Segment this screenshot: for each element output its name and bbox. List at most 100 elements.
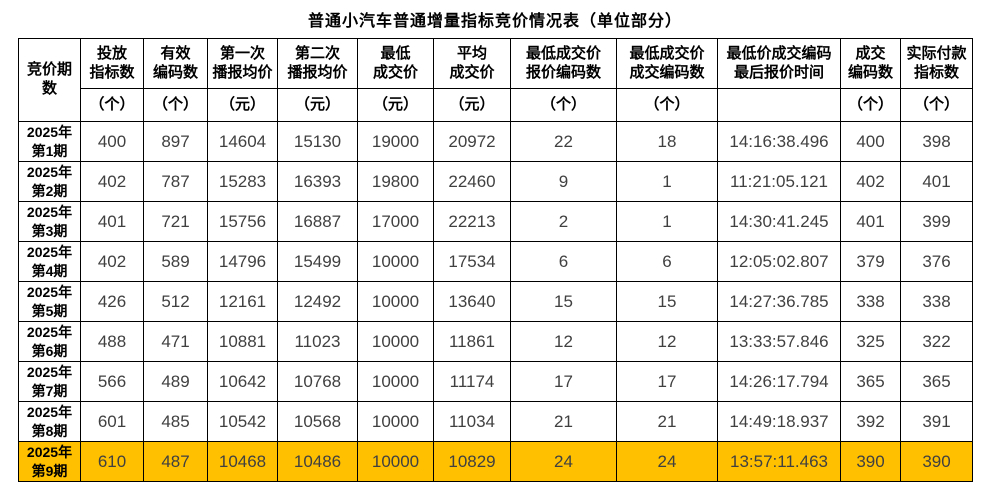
data-cell: 22213 [433,201,511,242]
period-header: 2025年 第8期 [18,401,81,442]
unit-cell: （元） [357,88,434,122]
data-cell: 12 [510,321,617,362]
data-cell: 400 [840,121,901,162]
data-cell: 14604 [207,121,278,162]
data-cell: 402 [80,161,144,202]
page-title: 普通小汽车普通增量指标竞价情况表（单位部分） [307,13,682,30]
data-cell: 12 [616,321,718,362]
data-cell: 338 [900,281,973,322]
header-row-names: 竞价期 数 投放 指标数 有效 编码数 第一次 播报均价 第二次 播报均价 最低… [18,38,973,122]
unit-cell-empty [717,88,841,122]
data-cell: 10000 [357,361,434,402]
column-header-issued-quota: 投放 指标数 [80,38,144,89]
data-cell: 10768 [277,361,358,402]
data-cell: 566 [80,361,144,402]
data-cell: 6 [510,241,617,282]
data-cell: 17534 [433,241,511,282]
data-cell: 17000 [357,201,434,242]
data-cell: 10881 [207,321,278,362]
period-header: 2025年 第6期 [18,321,81,362]
data-cell: 1 [616,201,718,242]
data-cell: 488 [80,321,144,362]
column-header-first-broadcast-avg: 第一次 播报均价 [207,38,278,89]
data-cell: 589 [143,241,208,282]
unit-cell: （个） [840,88,901,122]
period-header: 2025年 第7期 [18,361,81,402]
data-cell: 22 [510,121,617,162]
header-row-units: （个） （个） （元） （元） （元） （元） （个） （个） （个） （个） [19,88,973,122]
data-cell: 897 [143,121,208,162]
data-cell: 401 [840,201,901,242]
column-header-paid-quota: 实际付款 指标数 [900,38,973,89]
unit-cell: （个） [616,88,718,122]
data-cell: 18 [616,121,718,162]
period-header: 2025年 第2期 [18,161,81,202]
period-header: 2025年 第1期 [18,121,81,162]
table-row: 2025年 第3期 401 721 15756 16887 17000 2221… [18,201,973,242]
data-cell: 16393 [277,161,358,202]
data-cell: 11034 [433,401,511,442]
data-cell: 392 [840,401,901,442]
data-cell: 6 [616,241,718,282]
data-cell-time: 14:49:18.937 [717,401,841,442]
data-cell: 401 [900,161,973,202]
data-cell-time: 13:57:11.463 [717,441,841,482]
data-cell: 721 [143,201,208,242]
data-cell: 489 [143,361,208,402]
data-cell: 10829 [433,441,511,482]
data-cell: 21 [510,401,617,442]
column-header-lowest-deal-codes: 最低成交价 成交编码数 [616,38,718,89]
data-cell: 12492 [277,281,358,322]
data-cell: 400 [80,121,144,162]
data-cell-time: 14:27:36.785 [717,281,841,322]
table-row: 2025年 第1期 400 897 14604 15130 19000 2097… [18,121,973,162]
data-cell: 402 [840,161,901,202]
data-cell: 2 [510,201,617,242]
data-cell: 10000 [357,241,434,282]
data-cell: 402 [80,241,144,282]
data-cell: 485 [143,401,208,442]
data-cell: 15756 [207,201,278,242]
column-header-second-broadcast-avg: 第二次 播报均价 [277,38,358,89]
data-cell: 15 [616,281,718,322]
data-cell: 1 [616,161,718,202]
data-cell: 17 [510,361,617,402]
table-row-highlighted: 2025年 第9期 610 487 10468 10486 10000 1082… [18,441,973,482]
data-cell-time: 14:16:38.496 [717,121,841,162]
data-cell: 10000 [357,401,434,442]
data-cell: 10468 [207,441,278,482]
data-cell-time: 14:26:17.794 [717,361,841,402]
bidding-results-table: 竞价期 数 投放 指标数 有效 编码数 第一次 播报均价 第二次 播报均价 最低… [18,38,973,482]
table-row: 2025年 第5期 426 512 12161 12492 10000 1364… [18,281,973,322]
data-cell: 365 [900,361,973,402]
data-cell: 15 [510,281,617,322]
data-cell: 21 [616,401,718,442]
unit-cell: （元） [277,88,358,122]
column-header-average-price: 平均 成交价 [433,38,511,89]
column-header-deal-codes: 成交 编码数 [840,38,901,89]
data-cell: 9 [510,161,617,202]
data-cell: 610 [80,441,144,482]
data-cell-time: 14:30:41.245 [717,201,841,242]
data-cell: 10642 [207,361,278,402]
data-cell: 322 [900,321,973,362]
data-cell: 10000 [357,441,434,482]
table-row: 2025年 第2期 402 787 15283 16393 19800 2246… [18,161,973,202]
unit-cell: （个） [80,88,144,122]
data-cell-time: 11:21:05.121 [717,161,841,202]
data-cell: 15130 [277,121,358,162]
data-cell: 11861 [433,321,511,362]
unit-cell: （元） [207,88,278,122]
data-cell: 426 [80,281,144,322]
data-cell: 365 [840,361,901,402]
data-cell-time: 12:05:02.807 [717,241,841,282]
corner-header-period: 竞价期 数 [18,38,81,122]
data-cell: 11174 [433,361,511,402]
data-cell: 15499 [277,241,358,282]
column-header-lowest-bid-codes: 最低成交价 报价编码数 [510,38,617,89]
data-cell: 15283 [207,161,278,202]
data-cell: 379 [840,241,901,282]
data-cell: 401 [80,201,144,242]
column-header-last-bid-time: 最低价成交编码 最后报价时间 [717,38,841,89]
data-cell: 17 [616,361,718,402]
